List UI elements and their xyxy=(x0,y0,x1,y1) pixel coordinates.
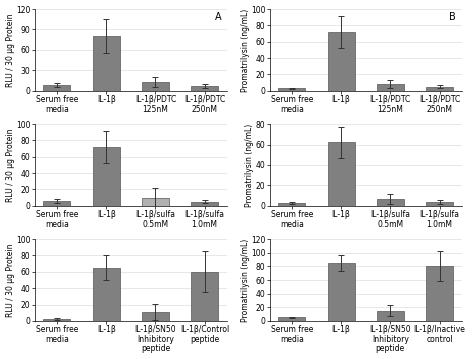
Bar xyxy=(377,199,404,206)
Bar xyxy=(142,198,169,206)
Y-axis label: RLU / 30 μg Protein: RLU / 30 μg Protein xyxy=(6,243,15,317)
Bar xyxy=(92,36,119,91)
Bar xyxy=(43,85,71,91)
Bar xyxy=(92,268,119,321)
Bar xyxy=(142,82,169,91)
Bar xyxy=(43,319,71,321)
Bar xyxy=(43,201,71,206)
Y-axis label: Promatrilysin (ng/mL): Promatrilysin (ng/mL) xyxy=(240,238,249,322)
Bar xyxy=(426,87,453,91)
Bar xyxy=(426,202,453,206)
Bar xyxy=(426,266,453,321)
Y-axis label: RLU / 30 μg Protein: RLU / 30 μg Protein xyxy=(6,13,15,87)
Text: A: A xyxy=(215,11,221,22)
Y-axis label: RLU / 30 μg Protein: RLU / 30 μg Protein xyxy=(6,128,15,202)
Bar xyxy=(191,272,218,321)
Bar xyxy=(278,88,305,91)
Bar xyxy=(377,84,404,91)
Bar xyxy=(92,147,119,206)
Bar xyxy=(328,32,355,91)
Text: B: B xyxy=(449,11,456,22)
Bar xyxy=(278,317,305,321)
Bar xyxy=(142,312,169,321)
Y-axis label: Promatrilysin (ng/mL): Promatrilysin (ng/mL) xyxy=(240,8,249,92)
Y-axis label: Promatrilysin (ng/mL): Promatrilysin (ng/mL) xyxy=(245,123,254,206)
Bar xyxy=(191,202,218,206)
Bar xyxy=(377,311,404,321)
Bar xyxy=(328,143,355,206)
Bar xyxy=(191,86,218,91)
Bar xyxy=(278,203,305,206)
Bar xyxy=(328,263,355,321)
